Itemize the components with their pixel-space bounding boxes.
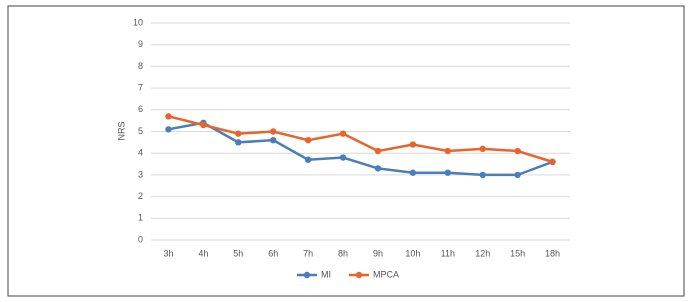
data-point	[165, 126, 172, 133]
y-tick-label: 0	[138, 234, 143, 244]
x-tick-label: 3h	[163, 248, 173, 258]
x-tick-label: 18h	[545, 248, 560, 258]
y-tick-label: 1	[138, 213, 143, 223]
data-point	[409, 169, 417, 176]
x-tick-label: 15h	[510, 248, 525, 258]
data-point	[409, 141, 417, 148]
data-point	[479, 145, 486, 153]
data-point	[304, 136, 312, 144]
y-tick-label: 7	[138, 82, 143, 92]
y-axis-label: NRS	[116, 121, 126, 140]
x-tick-label: 8h	[338, 248, 348, 258]
x-tick-label: 5h	[233, 248, 243, 258]
y-tick-label: 9	[138, 39, 143, 49]
x-tick-label: 11h	[441, 248, 455, 258]
data-point	[304, 156, 312, 163]
y-tick-label: 8	[138, 61, 143, 71]
data-point	[339, 154, 347, 161]
frame	[7, 5, 685, 297]
x-tick-label: 12h	[475, 248, 490, 258]
legend-marker	[303, 271, 311, 279]
legend-marker	[355, 271, 363, 279]
legend-label: MPCA	[373, 269, 399, 279]
data-point	[444, 147, 451, 155]
y-tick-label: 10	[133, 17, 143, 27]
data-point	[270, 136, 277, 144]
data-point	[444, 169, 451, 176]
data-point	[339, 130, 347, 137]
legend-label: MI	[321, 269, 331, 279]
series-line	[168, 115, 553, 164]
x-tick-label: 4h	[198, 248, 208, 258]
data-point	[479, 171, 486, 179]
data-point	[374, 165, 382, 172]
y-tick-label: 5	[138, 126, 143, 136]
data-point	[165, 113, 172, 120]
x-tick-label: 9h	[373, 248, 383, 258]
x-tick-label: 10h	[405, 248, 420, 258]
x-tick-label: 6h	[268, 248, 278, 258]
data-point	[514, 147, 521, 155]
series-line	[168, 121, 553, 177]
y-tick-label: 4	[138, 148, 143, 158]
data-point	[235, 139, 242, 146]
y-tick-label: 2	[138, 191, 143, 201]
y-tick-label: 6	[138, 104, 143, 114]
data-point	[514, 171, 521, 179]
y-tick-label: 3	[138, 169, 143, 179]
x-tick-label: 7h	[303, 248, 313, 258]
data-point	[200, 121, 207, 129]
data-point	[549, 158, 556, 166]
data-point	[270, 128, 277, 135]
data-point	[235, 130, 242, 137]
data-point	[374, 147, 382, 155]
